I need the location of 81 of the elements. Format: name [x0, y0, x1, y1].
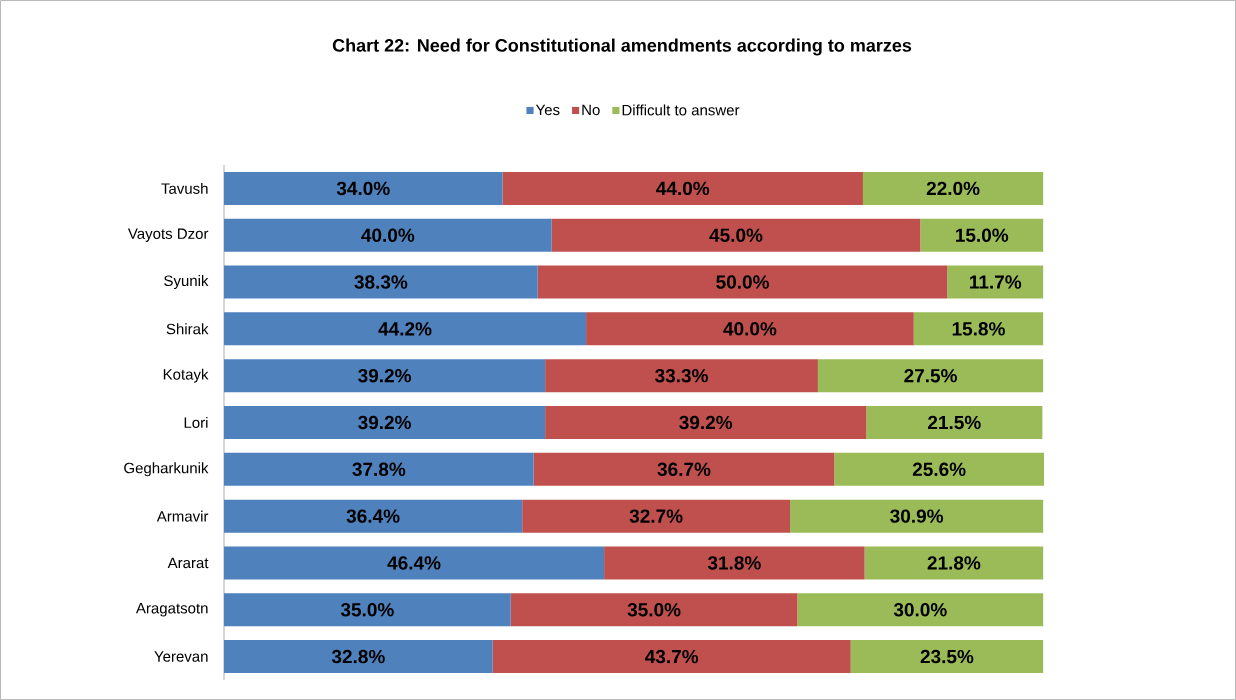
data-label: 21.8%	[927, 556, 981, 570]
data-label: 27.5%	[904, 368, 957, 383]
data-label: 36.4%	[346, 509, 400, 523]
bar	[790, 499, 1044, 533]
data-label: 31.8%	[707, 556, 761, 570]
y-tick-label: Kotayk	[163, 368, 209, 383]
bar	[850, 640, 1044, 674]
bar	[224, 452, 534, 486]
bar	[545, 359, 818, 393]
data-label: 21.5%	[928, 415, 981, 430]
bar	[920, 218, 1044, 252]
data-label: 15.8%	[952, 322, 1005, 336]
bar	[533, 452, 835, 486]
bar	[502, 171, 863, 205]
data-label: 34.0%	[336, 181, 390, 196]
bar	[224, 171, 503, 205]
bar	[224, 265, 538, 299]
data-label: 23.5%	[920, 649, 974, 664]
y-tick-label: Lori	[184, 416, 208, 428]
legend-label: Difficult to answer	[622, 104, 740, 116]
bar	[797, 593, 1044, 627]
bar	[224, 499, 523, 533]
bar	[224, 405, 546, 439]
bar	[864, 546, 1044, 580]
bar	[817, 359, 1044, 393]
y-tick-label: Syunik	[164, 275, 209, 290]
bar	[522, 499, 791, 533]
data-label: 37.8%	[352, 462, 406, 477]
data-label: 32.8%	[331, 649, 385, 664]
bar	[224, 312, 587, 346]
data-label: 32.7%	[629, 509, 683, 523]
data-label: 39.2%	[358, 415, 411, 430]
bar	[604, 546, 865, 580]
bar	[224, 359, 546, 393]
bar	[510, 593, 798, 627]
bar	[551, 218, 921, 252]
y-tick-label: Vayots Dzor	[127, 228, 209, 242]
legend-label: No	[582, 104, 600, 116]
bar	[947, 265, 1044, 299]
data-label: 44.2%	[378, 322, 432, 336]
bar	[224, 546, 605, 580]
data-label: 38.3%	[354, 275, 408, 289]
bar	[224, 593, 511, 627]
data-label: 25.6%	[912, 462, 966, 477]
bar	[834, 452, 1045, 486]
bar	[224, 218, 552, 252]
bar	[224, 640, 493, 674]
data-label: 44.0%	[656, 181, 710, 196]
y-tick-label: Armavir	[156, 510, 209, 522]
data-label: 11.7%	[970, 275, 1022, 289]
data-label: 22.0%	[926, 181, 980, 196]
bar	[537, 265, 948, 299]
data-label: 30.0%	[893, 603, 947, 617]
y-tick-label: Shirak	[166, 323, 209, 335]
data-label: 50.0%	[716, 275, 769, 289]
data-label: 40.0%	[361, 228, 415, 242]
bar	[866, 405, 1043, 439]
chart-title: Chart 22: Need for Constitutional amendments according to marzes	[332, 38, 912, 56]
data-label: 15.0%	[956, 228, 1009, 242]
data-label: 39.2%	[358, 368, 411, 383]
bar	[545, 405, 867, 439]
y-tick-label: Tavush	[161, 182, 208, 194]
y-tick-label: Gegharkunik	[124, 462, 209, 477]
bar	[862, 171, 1044, 205]
data-label: 36.7%	[657, 462, 711, 477]
y-tick-label: Yerevan	[154, 651, 208, 662]
data-label: 45.0%	[709, 228, 763, 242]
y-tick-label: Ararat	[167, 557, 209, 569]
bar	[586, 312, 914, 346]
data-label: 30.9%	[890, 509, 944, 523]
data-label: 33.3%	[655, 368, 708, 383]
legend-label: Yes	[535, 104, 560, 116]
bar	[492, 640, 851, 674]
data-label: 43.7%	[645, 649, 699, 664]
data-label: 35.0%	[340, 603, 394, 617]
data-label: 35.0%	[627, 603, 681, 617]
data-label: 46.4%	[387, 556, 441, 570]
data-label: 39.2%	[679, 415, 733, 430]
bar	[913, 312, 1044, 346]
data-label: 40.0%	[723, 322, 777, 336]
y-tick-label: Aragatsotn	[135, 603, 208, 617]
